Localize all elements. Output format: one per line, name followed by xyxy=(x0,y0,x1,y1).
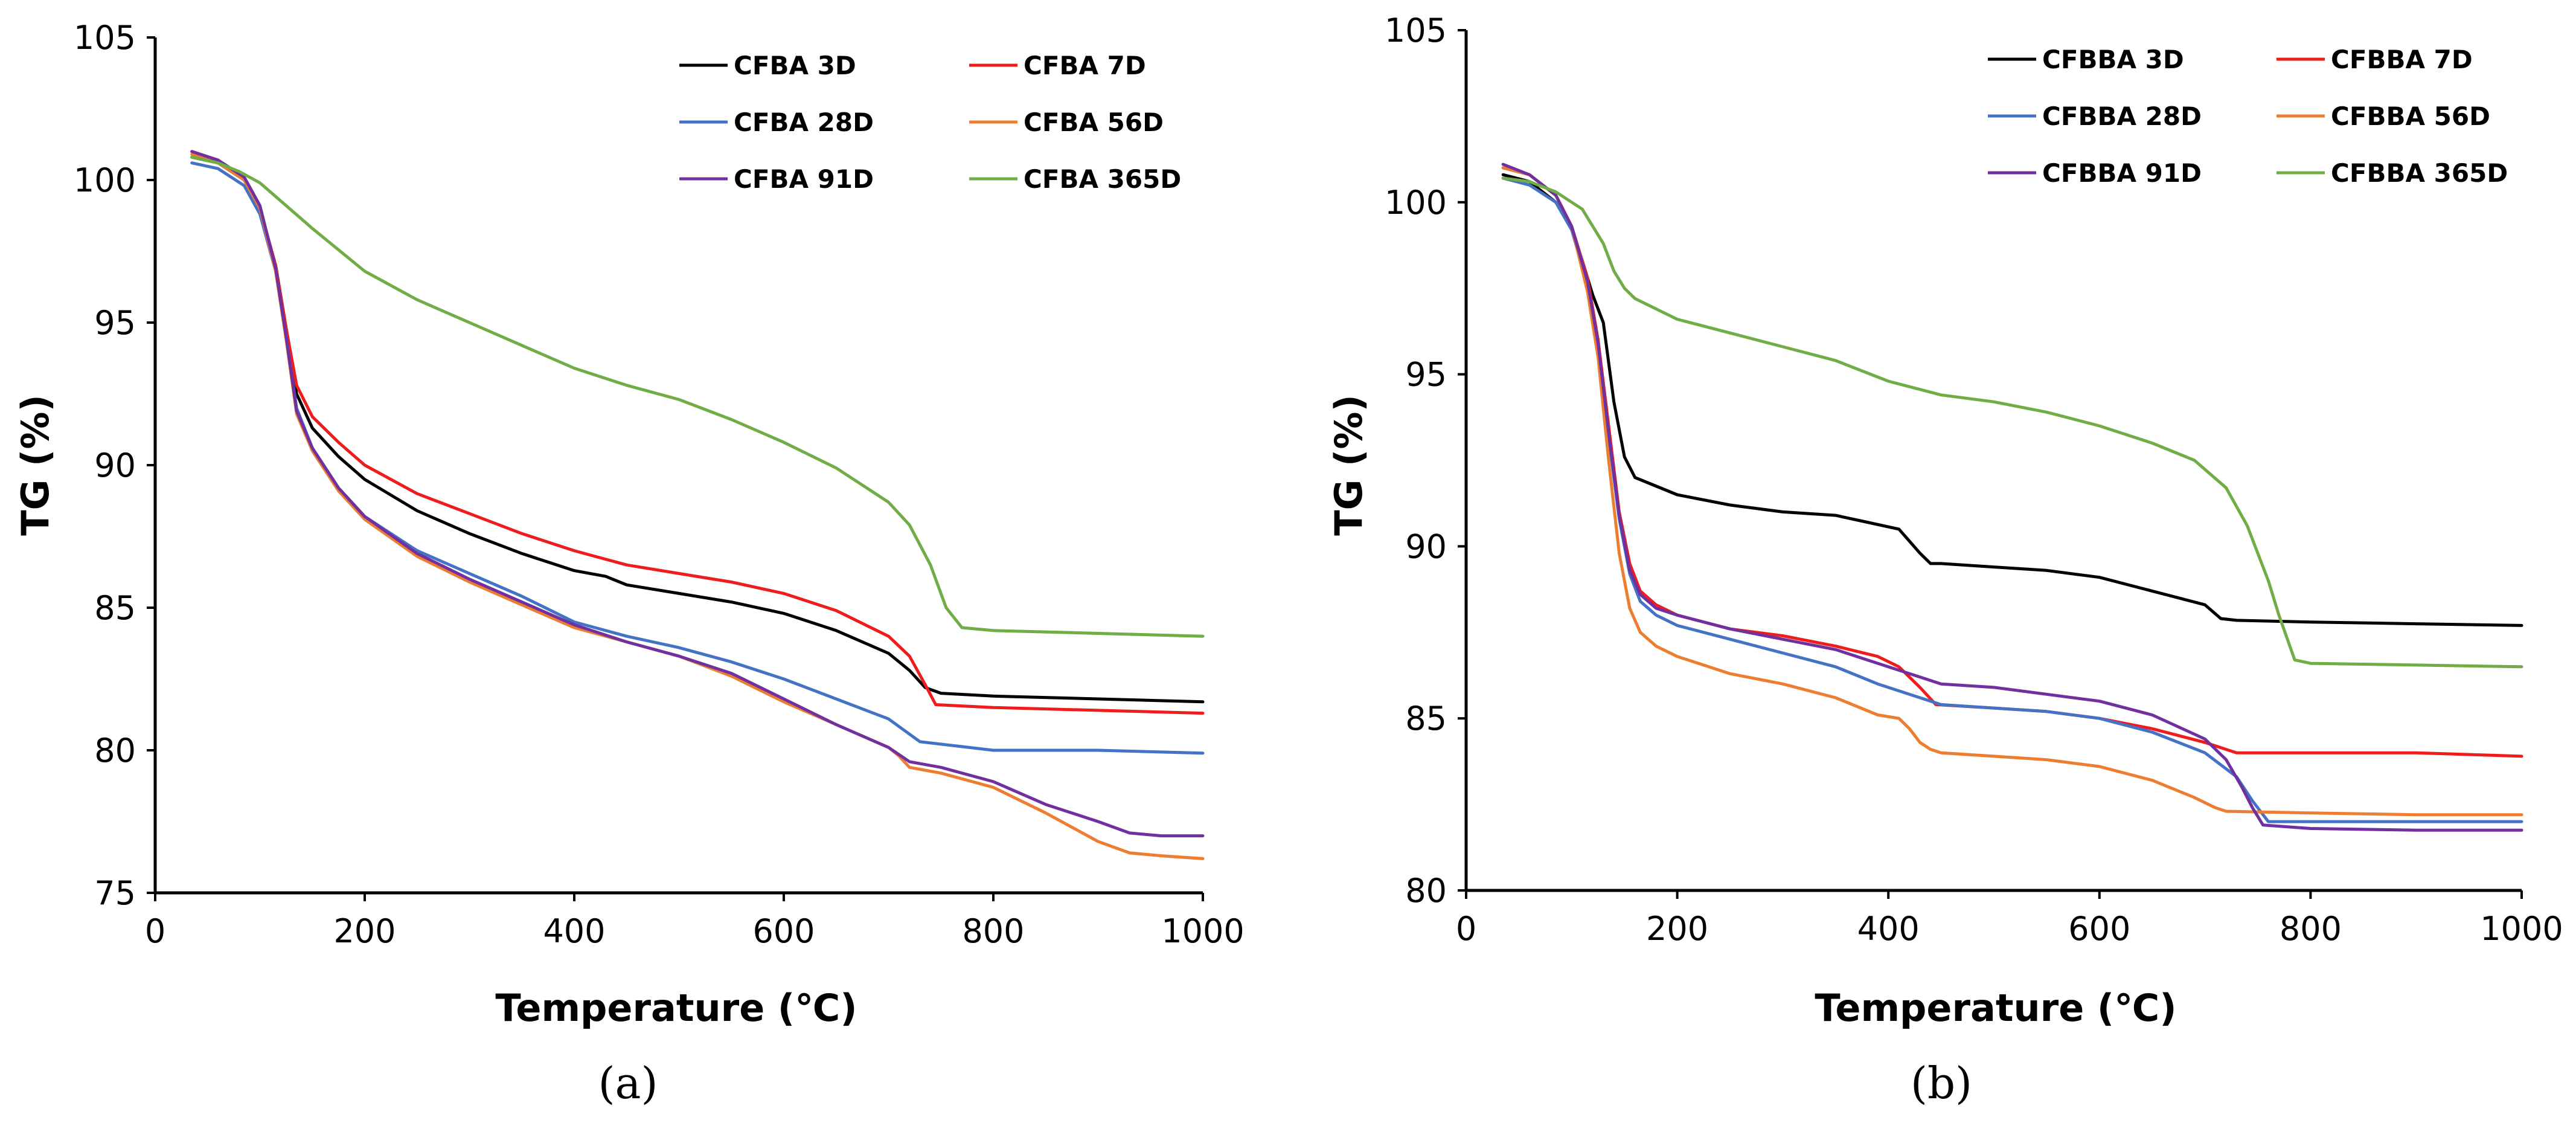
y-tick-label: 80 xyxy=(1405,872,1447,910)
x-tick-label: 1000 xyxy=(1161,912,1244,950)
panel-caption: (a) xyxy=(598,1058,658,1109)
legend-label: CFBA 365D xyxy=(1024,164,1181,194)
x-tick-label: 1000 xyxy=(2480,910,2563,948)
legend-label: CFBBA 56D xyxy=(2331,101,2490,131)
legend-label: CFBBA 3D xyxy=(2042,45,2184,74)
y-tick-label: 80 xyxy=(94,732,136,770)
legend-label: CFBBA 7D xyxy=(2331,45,2473,74)
tick-layer: 0 200 400 600 800 1000 75 80 85 90 95 100 105 xyxy=(74,19,1245,950)
series-line-cfbba-56d xyxy=(1501,166,2523,817)
legend-label: CFBA 7D xyxy=(1024,51,1146,80)
series-line-cfbba-91d xyxy=(1501,162,2523,832)
x-tick-label: 400 xyxy=(1857,910,1920,948)
legend-label: CFBBA 28D xyxy=(2042,101,2202,131)
y-axis-title: TG (%) xyxy=(1327,394,1371,536)
y-tick-label: 95 xyxy=(94,304,136,342)
x-tick-label: 200 xyxy=(1646,910,1708,948)
x-tick-label: 0 xyxy=(145,912,165,950)
chart-panel-a: 0 200 400 600 800 1000 75 80 85 90 95 100 105 TG (%)… xyxy=(13,19,1245,1109)
y-tick-label: 100 xyxy=(74,161,136,199)
legend-label: CFBBA 91D xyxy=(2042,158,2202,188)
legend-label: CFBA 91D xyxy=(734,164,874,194)
y-tick-label: 95 xyxy=(1405,356,1447,394)
y-tick-label: 105 xyxy=(74,19,136,57)
series-line-cfba-365d xyxy=(190,155,1205,638)
x-tick-label: 600 xyxy=(752,912,815,950)
y-tick-label: 100 xyxy=(1385,184,1447,222)
y-tick-label: 105 xyxy=(1385,11,1447,50)
legend-label: CFBA 28D xyxy=(734,108,874,137)
y-tick-label: 90 xyxy=(94,446,136,484)
x-tick-label: 200 xyxy=(333,912,396,950)
y-tick-label: 75 xyxy=(94,874,136,912)
panel-caption: (b) xyxy=(1911,1058,1972,1109)
x-axis-title: Temperature (℃) xyxy=(1815,986,2176,1030)
series-layer xyxy=(190,150,1205,860)
x-tick-label: 800 xyxy=(2280,910,2342,948)
legend: CFBBA 3D CFBBA 7D CFBBA 28D CFBBA 56D CFBBA … xyxy=(1988,45,2508,188)
series-layer xyxy=(1501,162,2523,832)
legend-label: CFBBA 365D xyxy=(2331,158,2508,188)
y-tick-label: 85 xyxy=(1405,700,1447,738)
x-tick-label: 400 xyxy=(543,912,605,950)
y-tick-label: 85 xyxy=(94,589,136,627)
chart-panel-b: 0 200 400 600 800 1000 80 85 90 95 100 105 TG (%) T… xyxy=(1327,11,2563,1109)
legend-label: CFBA 3D xyxy=(734,51,856,80)
x-tick-label: 600 xyxy=(2068,910,2130,948)
series-line-cfba-91d xyxy=(190,150,1205,838)
legend: CFBA 3D CFBA 7D CFBA 28D CFBA 56D CFBA 91D CF… xyxy=(679,51,1181,194)
x-tick-label: 0 xyxy=(1456,910,1476,948)
x-axis-title: Temperature (℃) xyxy=(495,986,857,1030)
x-tick-label: 800 xyxy=(962,912,1024,950)
y-tick-label: 90 xyxy=(1405,527,1447,565)
y-axis-title: TG (%) xyxy=(13,394,57,536)
legend-label: CFBA 56D xyxy=(1024,108,1164,137)
tick-layer: 0 200 400 600 800 1000 80 85 90 95 100 105 xyxy=(1385,11,2563,948)
series-line-cfbba-365d xyxy=(1501,176,2523,669)
